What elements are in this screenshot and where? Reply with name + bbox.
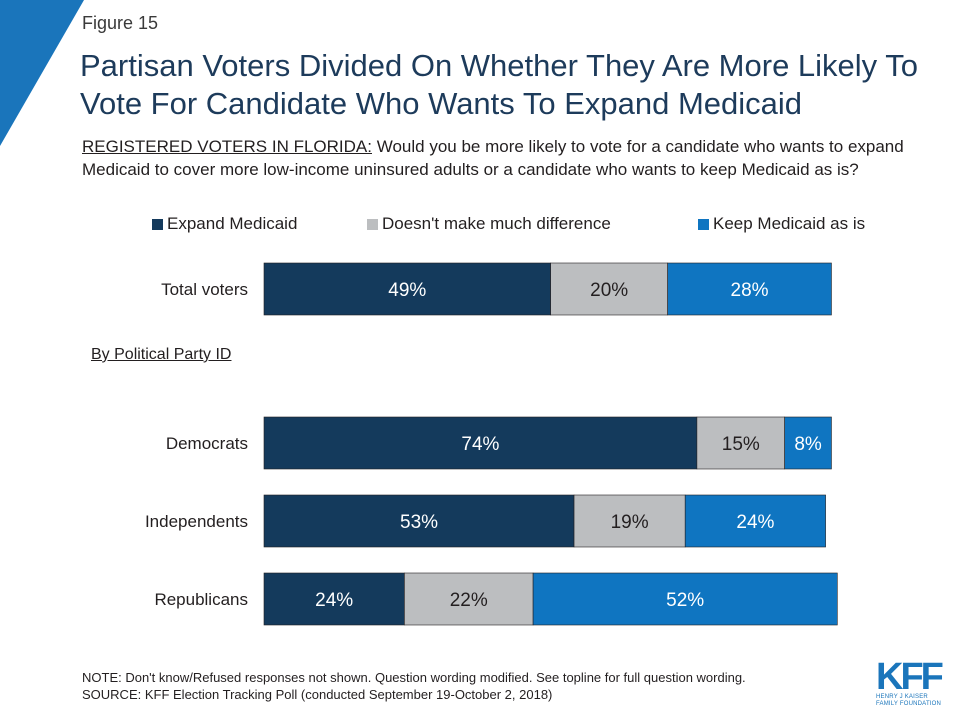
category-label-democrats: Democrats [166, 434, 248, 453]
category-label-republicans: Republicans [154, 590, 248, 609]
category-label-total-voters: Total voters [161, 280, 248, 299]
legend-item-no-difference: Doesn't make much difference [367, 214, 611, 234]
bar-total-voters-doesn-t-make-much-difference [550, 262, 668, 316]
figure-label: Figure 15 [82, 13, 159, 33]
data-label-independents-keep-medicaid-as-is: 24% [736, 512, 774, 533]
logo-line-2: FAMILY FOUNDATION [876, 701, 942, 707]
data-label-republicans-keep-medicaid-as-is: 52% [666, 590, 704, 611]
legend-item-expand: Expand Medicaid [152, 214, 297, 234]
section-label-party-id: By Political Party ID [91, 346, 232, 363]
legend: Expand Medicaid Doesn't make much differ… [0, 214, 960, 236]
data-label-total-voters-expand-medicaid: 49% [388, 280, 426, 301]
bar-republicans-keep-medicaid-as-is [532, 572, 838, 626]
data-label-democrats-keep-medicaid-as-is: 8% [794, 434, 822, 455]
corner-accent [0, 0, 84, 146]
bar-total-voters-keep-medicaid-as-is [667, 262, 832, 316]
legend-swatch-no-difference [367, 218, 378, 230]
data-label-independents-expand-medicaid: 53% [400, 512, 438, 533]
legend-item-keep: Keep Medicaid as is [698, 214, 865, 234]
bar-total-voters-expand-medicaid [263, 262, 551, 316]
data-label-republicans-expand-medicaid: 24% [315, 590, 353, 611]
note-text: NOTE: Don't know/Refused responses not s… [82, 670, 746, 685]
data-label-total-voters-doesn-t-make-much-difference: 20% [590, 280, 628, 301]
logo-line-1: HENRY J KAISER [876, 694, 928, 700]
legend-label-keep: Keep Medicaid as is [713, 214, 866, 233]
category-label-independents: Independents [145, 512, 248, 531]
footnote: NOTE: Don't know/Refused responses not s… [82, 669, 862, 703]
bar-democrats-doesn-t-make-much-difference [696, 416, 785, 470]
bar-republicans-expand-medicaid [263, 572, 405, 626]
legend-label-expand: Expand Medicaid [167, 214, 298, 233]
chart-title: Partisan Voters Divided On Whether They … [80, 48, 918, 121]
data-label-total-voters-keep-medicaid-as-is: 28% [731, 280, 769, 301]
data-label-democrats-doesn-t-make-much-difference: 15% [722, 434, 760, 455]
data-label-independents-doesn-t-make-much-difference: 19% [611, 512, 649, 533]
chart-subtitle: REGISTERED VOTERS IN FLORIDA: Would you … [82, 135, 932, 181]
bar-democrats-keep-medicaid-as-is [784, 416, 832, 470]
logo-mark: KFF [876, 656, 944, 698]
data-label-democrats-expand-medicaid: 74% [461, 434, 499, 455]
bar-democrats-expand-medicaid [263, 416, 698, 470]
subtitle-lead: REGISTERED VOTERS IN FLORIDA: [82, 137, 372, 156]
bar-independents-expand-medicaid [263, 494, 575, 548]
subtitle-question: Would you be more likely to vote for a c… [82, 137, 904, 179]
bar-independents-keep-medicaid-as-is [684, 494, 826, 548]
bar-independents-doesn-t-make-much-difference [573, 494, 686, 548]
legend-label-no-difference: Doesn't make much difference [382, 214, 611, 233]
data-label-republicans-doesn-t-make-much-difference: 22% [450, 590, 488, 611]
kff-logo: KFF HENRY J KAISER FAMILY FOUNDATION [876, 656, 944, 708]
legend-swatch-expand [152, 218, 163, 230]
source-text: SOURCE: KFF Election Tracking Poll (cond… [82, 687, 553, 702]
legend-swatch-keep [698, 218, 709, 230]
